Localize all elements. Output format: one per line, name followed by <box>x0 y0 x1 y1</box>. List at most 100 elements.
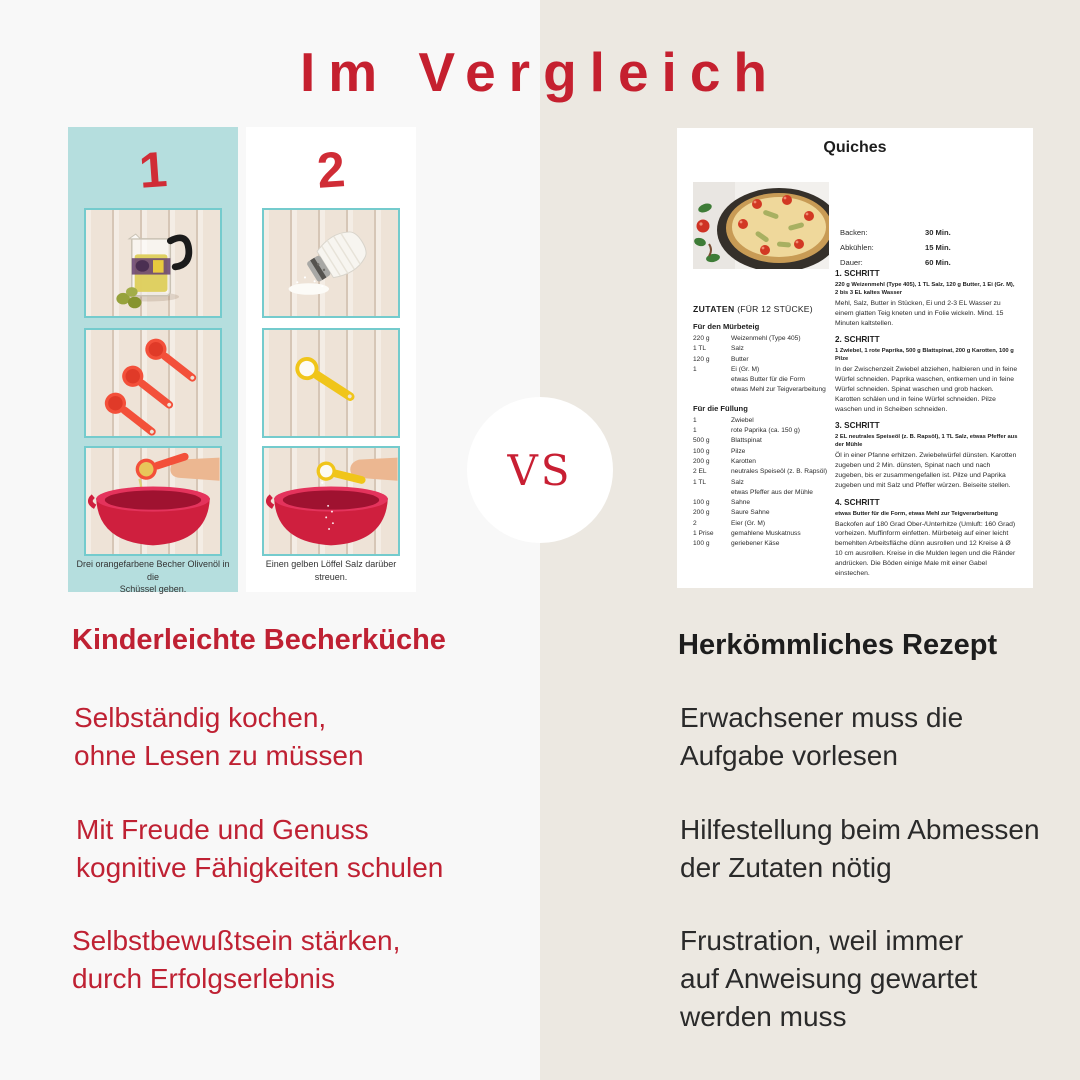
red-spoons-illustration <box>104 338 197 436</box>
ingredient-name: Salz <box>731 345 744 353</box>
ingredient-amount: 2 EL <box>693 468 707 476</box>
ingredient-name: Weizenmehl (Type 405) <box>731 335 801 342</box>
ingredient-name: Saure Sahne <box>731 509 770 517</box>
vs-badge: VS <box>467 397 613 543</box>
step-text: Öl in einer Pfanne erhitzen. Zwiebelwürf… <box>835 452 1017 489</box>
ingredient-name: Blattspinat <box>731 437 762 445</box>
right-benefit-2: Hilfestellung beim Abmessen der Zutaten … <box>680 814 1040 883</box>
recipe-card: Quiches <box>677 128 1033 588</box>
ingredient-row: etwas Butter für die Form <box>693 375 835 385</box>
ingredient-row: 120 g Butter <box>693 355 835 365</box>
ingredient-name: Sahne <box>731 499 751 507</box>
ingredient-amount: 200 g <box>693 457 710 465</box>
sprinkle-salt-into-bowl-photo <box>262 446 400 556</box>
vs-label: VS <box>507 445 573 495</box>
time-label: Abkühlen: <box>840 243 874 252</box>
step-title: 2. SCHRITT <box>835 335 880 345</box>
ingredients-heading-suffix: (FÜR 12 STÜCKE) <box>734 304 813 314</box>
ingredient-amount: 1 TL <box>693 345 707 353</box>
ingredient-name: Pilze <box>731 447 746 455</box>
step-caption-1: Drei orangefarbene Becher Olivenöl in di… <box>76 559 230 595</box>
ingredient-amount: 220 g <box>693 335 710 342</box>
ingredient-row: 2 EL neutrales Speiseöl (z. B. Rapsöl) <box>693 467 835 477</box>
ingredient-row: 1 Zwiebel <box>693 416 835 426</box>
yellow-spoon-illustration <box>295 356 355 401</box>
left-benefit-1: Selbständig kochen, ohne Lesen zu müssen <box>74 702 364 771</box>
ingredients-heading: ZUTATEN (FÜR 12 STÜCKE) <box>693 304 835 314</box>
ingredient-name: Butter <box>731 355 749 363</box>
pour-oil-illustration <box>87 452 220 546</box>
right-benefit-1: Erwachsener muss die Aufgabe vorlesen <box>680 702 964 771</box>
page-title: Im Vergleich <box>299 41 781 103</box>
step-caption-2: Einen gelben Löffel Salz darüber streuen… <box>265 559 397 582</box>
step-title: 4. SCHRITT <box>835 497 880 507</box>
left-benefit-3: Selbstbewußtsein stärken, durch Erfolgse… <box>72 925 401 994</box>
sprinkle-salt-illustration <box>265 457 398 546</box>
ingredient-name: Salz <box>731 478 744 486</box>
yellow-measuring-spoon-photo <box>262 328 400 438</box>
recipe-step-3: 3. SCHRITT 2 EL neutrales Speiseöl (z. B… <box>835 421 1019 490</box>
time-row: Abkühlen: 15 Min. <box>840 240 1020 255</box>
ingredient-row: etwas Pfeffer aus der Mühle <box>693 488 835 498</box>
ingredients-section: ZUTATEN (FÜR 12 STÜCKE) Für den Mürbetei… <box>693 304 835 550</box>
ingredient-row: etwas Mehl zur Teigverarbeitung <box>693 385 835 395</box>
ingredient-row: 1 TL Salz <box>693 478 835 488</box>
ingredient-row: 100 g geriebener Käse <box>693 539 835 549</box>
ingredient-group-title: Für den Mürbeteig <box>693 322 760 331</box>
ingredient-row: 100 g Sahne <box>693 498 835 508</box>
step-text: In der Zwischenzeit Zwiebel abziehen, ha… <box>835 366 1018 413</box>
red-measuring-spoons-photo <box>84 328 222 438</box>
time-label: Backen: <box>840 228 868 237</box>
time-row: Dauer: 60 Min. <box>840 255 1020 270</box>
time-row: Backen: 30 Min. <box>840 225 1020 240</box>
step-text: Backofen auf 180 Grad Ober-/Unterhitze (… <box>835 520 1016 577</box>
step-title: 1. SCHRITT <box>835 269 880 278</box>
ingredient-row: 220 g Weizenmehl (Type 405) <box>693 334 835 344</box>
time-label: Dauer: <box>840 258 863 267</box>
ingredient-amount: 100 g <box>693 499 710 507</box>
ingredient-amount: 200 g <box>693 509 710 517</box>
ingredient-row: 1 Ei (Gr. M) <box>693 365 835 375</box>
step-number-1: 1 <box>137 141 169 199</box>
ingredient-amount: 2 <box>693 519 697 527</box>
recipe-times: Backen: 30 Min. Abkühlen: 15 Min. Dauer:… <box>840 225 1020 270</box>
quiche-photo <box>693 182 829 269</box>
salt-shaker-illustration <box>288 231 367 295</box>
ingredient-name: gemahlene Muskatnuss <box>731 530 801 538</box>
ingredient-name: rote Paprika (ca. 150 g) <box>731 427 800 435</box>
oil-measuring-jug-photo <box>84 208 222 318</box>
step-card-column-1: 1 <box>68 127 238 594</box>
ingredient-amount: 500 g <box>693 437 710 445</box>
ingredient-amount: 1 <box>693 427 697 435</box>
recipe-step-4: 4. SCHRITT etwas Butter für die Form, et… <box>835 498 1019 579</box>
ingredient-row: 500 g Blattspinat <box>693 436 835 446</box>
ingredient-row: 1 rote Paprika (ca. 150 g) <box>693 426 835 436</box>
right-benefit-3: Frustration, weil immer auf Anweisung ge… <box>680 925 978 1032</box>
ingredient-row: 1 Prise gemahlene Muskatnuss <box>693 529 835 539</box>
ingredient-amount <box>693 385 731 395</box>
ingredient-name: Eier (Gr. M) <box>731 519 766 527</box>
step-ingredient-line: 1 Zwiebel, 1 rote Paprika, 500 g Blattsp… <box>835 348 1014 363</box>
ingredient-name: etwas Mehl zur Teigverarbeitung <box>731 386 826 394</box>
ingredient-name: neutrales Speiseöl (z. B. Rapsöl) <box>731 468 828 476</box>
step-ingredient-line: etwas Butter für die Form, etwas Mehl zu… <box>835 510 998 517</box>
ingredient-row: 200 g Karotten <box>693 457 835 467</box>
step-number-2: 2 <box>315 141 347 199</box>
ingredient-amount: 100 g <box>693 540 710 548</box>
ingredients-heading-main: ZUTATEN <box>693 304 735 314</box>
ingredient-name: Ei (Gr. M) <box>731 365 760 373</box>
ingredient-row: 100 g Pilze <box>693 447 835 457</box>
oil-jug-illustration <box>116 233 193 309</box>
step-ingredient-line: 2 EL neutrales Speiseöl (z. B. Rapsöl), … <box>835 434 1018 449</box>
time-value: 60 Min. <box>925 258 951 267</box>
ingredient-amount: 1 <box>693 416 697 424</box>
ingredient-amount <box>693 375 731 385</box>
right-benefits-heading: Herkömmliches Rezept <box>678 629 998 661</box>
time-value: 15 Min. <box>925 243 951 252</box>
ingredient-amount: 1 Prise <box>693 530 714 538</box>
ingredient-name: etwas Pfeffer aus der Mühle <box>731 488 813 496</box>
left-benefit-2: Mit Freude und Genuss kognitive Fähigkei… <box>76 814 444 883</box>
ingredient-amount: 1 TL <box>693 478 707 486</box>
ingredient-row: 200 g Saure Sahne <box>693 508 835 518</box>
recipe-title: Quiches <box>823 139 887 156</box>
